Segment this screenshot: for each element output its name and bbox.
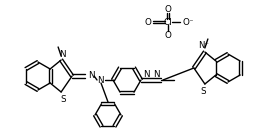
Text: N: N (153, 70, 159, 79)
Text: N: N (97, 75, 103, 85)
Text: N: N (143, 70, 149, 79)
Text: N: N (59, 49, 65, 59)
Text: O: O (145, 18, 151, 27)
Text: N: N (88, 70, 94, 80)
Text: S: S (200, 86, 206, 95)
Text: O: O (165, 4, 171, 13)
Text: Cl: Cl (164, 18, 172, 27)
Text: S: S (60, 95, 66, 104)
Text: O⁻: O⁻ (182, 18, 194, 27)
Text: O: O (165, 30, 171, 39)
Text: N⁺: N⁺ (198, 40, 209, 49)
